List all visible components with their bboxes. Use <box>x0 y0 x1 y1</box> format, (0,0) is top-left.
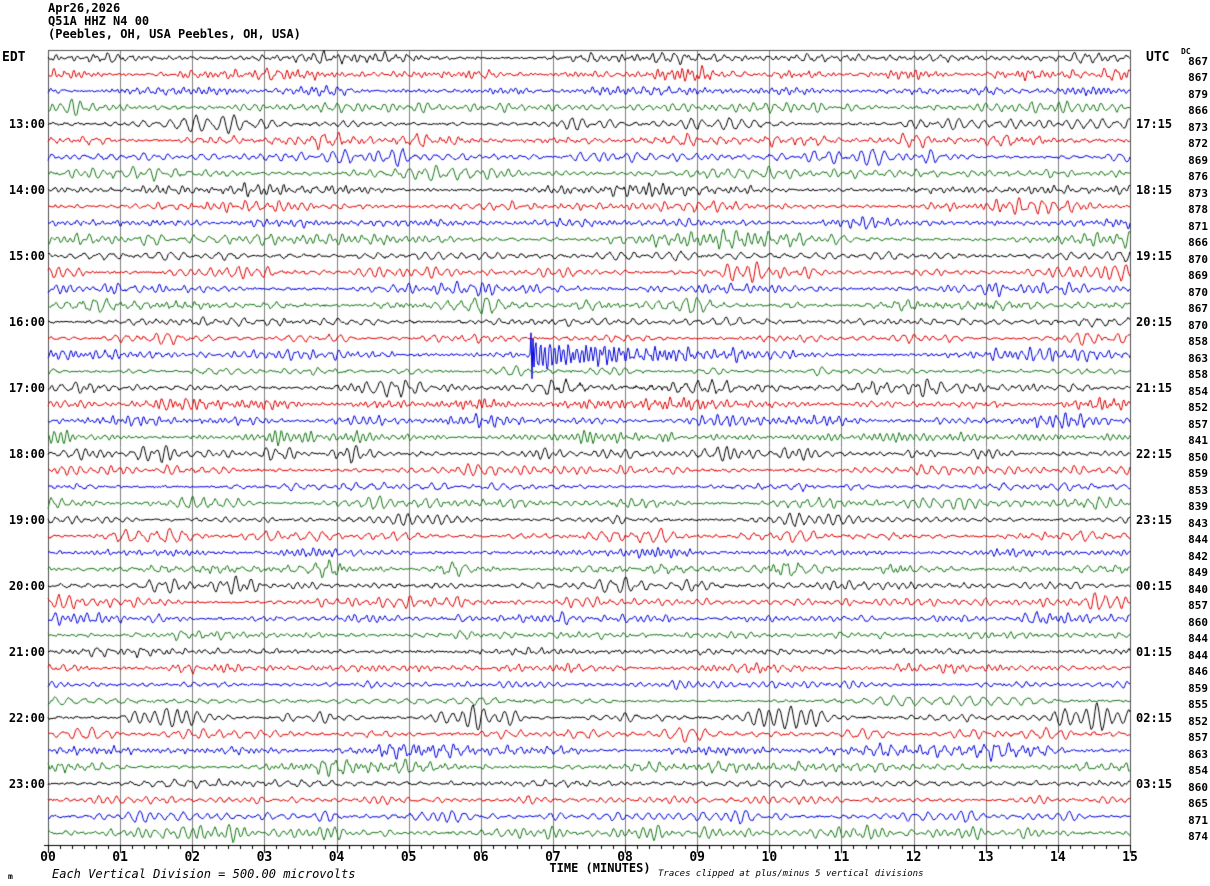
edt-time-label: 16:00 <box>8 314 45 329</box>
edt-time-label: 20:00 <box>8 578 45 593</box>
dc-value: 866 <box>1188 104 1208 118</box>
scale-note: Each Vertical Division = 500.00 microvol… <box>52 867 356 881</box>
axis-minute-label: 12 <box>905 850 922 865</box>
dc-value: 874 <box>1188 830 1208 843</box>
dc-value: 873 <box>1188 186 1208 200</box>
axis-minute-label: 00 <box>40 850 56 865</box>
dc-value: 871 <box>1188 813 1208 827</box>
axis-minute-label: 09 <box>689 850 706 865</box>
dc-value: 859 <box>1188 467 1208 481</box>
dc-value: 870 <box>1188 285 1208 299</box>
dc-value: 859 <box>1188 681 1208 695</box>
utc-time-label: 00:15 <box>1136 578 1173 593</box>
edt-time-label: 17:00 <box>8 380 45 395</box>
dc-value: 870 <box>1188 252 1208 266</box>
axis-minute-label: 05 <box>400 850 417 865</box>
edt-time-label: 18:00 <box>8 446 45 461</box>
header-date: Apr26,2026 <box>48 1 121 15</box>
dc-value: 842 <box>1188 549 1208 563</box>
dc-value: 867 <box>1188 55 1208 68</box>
left-timezone-label: EDT <box>2 50 26 65</box>
dc-value: 869 <box>1188 269 1208 283</box>
axis-minute-label: 11 <box>833 850 850 865</box>
axis-minute-label: 04 <box>328 850 345 865</box>
corner-glyph: m <box>8 872 13 881</box>
dc-value: 844 <box>1188 632 1208 646</box>
dc-value: 879 <box>1188 87 1208 101</box>
dc-value: 867 <box>1188 302 1208 316</box>
axis-minute-label: 01 <box>112 850 128 865</box>
edt-time-label: 22:00 <box>8 710 45 725</box>
time-axis-label: TIME (MINUTES) <box>549 861 651 875</box>
dc-value: 863 <box>1188 351 1208 365</box>
dc-value: 870 <box>1188 318 1208 332</box>
dc-value: 841 <box>1188 434 1208 448</box>
axis-minute-label: 10 <box>761 850 778 865</box>
dc-value: 860 <box>1188 615 1208 629</box>
dc-value: 857 <box>1188 417 1208 431</box>
axis-minute-label: 15 <box>1122 850 1138 865</box>
edt-time-label: 19:00 <box>8 512 45 527</box>
utc-time-label: 02:15 <box>1136 710 1173 725</box>
axis-minute-label: 13 <box>977 850 994 865</box>
dc-value: 872 <box>1188 137 1208 151</box>
utc-time-label: 01:15 <box>1136 644 1173 659</box>
clip-note: Traces clipped at plus/minus 5 vertical … <box>658 869 924 879</box>
utc-time-label: 20:15 <box>1136 314 1173 329</box>
dc-column-header: DC <box>1181 47 1191 56</box>
dc-value: 871 <box>1188 219 1208 233</box>
dc-value: 852 <box>1188 714 1208 728</box>
utc-time-label: 23:15 <box>1136 512 1173 527</box>
dc-value: 854 <box>1188 764 1208 778</box>
dc-value: 869 <box>1188 153 1208 167</box>
utc-time-label: 19:15 <box>1136 248 1173 263</box>
edt-time-label: 14:00 <box>8 182 45 197</box>
header-location: (Peebles, OH, USA Peebles, OH, USA) <box>48 27 301 41</box>
edt-time-label: 21:00 <box>8 644 45 659</box>
dc-value: 852 <box>1188 401 1208 415</box>
dc-value: 858 <box>1188 335 1208 349</box>
dc-value: 839 <box>1188 500 1208 514</box>
edt-time-label: 23:00 <box>8 776 45 791</box>
dc-value: 878 <box>1188 203 1208 217</box>
utc-time-label: 21:15 <box>1136 380 1173 395</box>
dc-value: 854 <box>1188 384 1208 398</box>
dc-value: 873 <box>1188 120 1208 134</box>
dc-value: 857 <box>1188 599 1208 613</box>
dc-value: 855 <box>1188 698 1208 712</box>
utc-time-label: 17:15 <box>1136 116 1173 131</box>
dc-value: 849 <box>1188 566 1208 580</box>
edt-time-label: 13:00 <box>8 116 45 131</box>
dc-value: 858 <box>1188 368 1208 382</box>
axis-minute-label: 08 <box>617 850 633 865</box>
right-timezone-label: UTC <box>1146 50 1170 65</box>
axis-minute-label: 06 <box>472 850 489 865</box>
dc-value: 844 <box>1188 648 1208 662</box>
header-station: Q51A HHZ N4 00 <box>48 14 150 28</box>
dc-value: 857 <box>1188 731 1208 745</box>
dc-value: 846 <box>1188 665 1208 679</box>
dc-value: 866 <box>1188 236 1208 250</box>
axis-minute-label: 07 <box>545 850 561 865</box>
utc-time-label: 18:15 <box>1136 182 1173 197</box>
axis-minute-label: 02 <box>184 850 201 865</box>
dc-value: 843 <box>1188 516 1208 530</box>
utc-time-label: 22:15 <box>1136 446 1173 461</box>
dc-value: 867 <box>1188 71 1208 85</box>
utc-time-label: 03:15 <box>1136 776 1173 791</box>
dc-value: 844 <box>1188 533 1208 547</box>
dc-value: 863 <box>1188 747 1208 761</box>
dc-value: 860 <box>1188 780 1208 794</box>
axis-minute-label: 03 <box>256 850 273 865</box>
dc-value: 840 <box>1188 582 1208 596</box>
edt-time-label: 15:00 <box>8 248 45 263</box>
axis-minute-label: 14 <box>1050 850 1066 865</box>
dc-value: 876 <box>1188 170 1208 184</box>
dc-value: 850 <box>1188 450 1208 464</box>
dc-value: 865 <box>1188 797 1208 811</box>
dc-value: 853 <box>1188 483 1208 497</box>
